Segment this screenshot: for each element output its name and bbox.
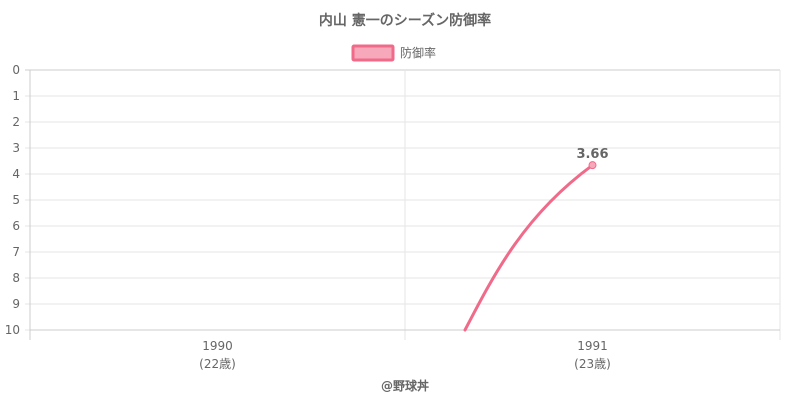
y-tick-label: 4 xyxy=(12,167,20,181)
y-tick-label: 0 xyxy=(12,63,20,77)
y-tick-label: 9 xyxy=(12,297,20,311)
y-tick-label: 8 xyxy=(12,271,20,285)
y-tick-label: 3 xyxy=(12,141,20,155)
series-line xyxy=(463,163,594,332)
chart-title: 内山 憲一のシーズン防御率 xyxy=(319,12,491,29)
y-tick-label: 5 xyxy=(12,193,20,207)
y-tick-label: 7 xyxy=(12,245,20,259)
series-era xyxy=(463,161,597,332)
y-tick-label: 2 xyxy=(12,115,20,129)
y-tick-label: 1 xyxy=(12,89,20,103)
x-tick-sublabel: (23歳) xyxy=(574,357,611,371)
axes: 0 1 2 3 4 5 6 7 8 9 10 1990 (22歳) 1991 (23歳) xyxy=(5,63,780,371)
data-labels: 3.66 xyxy=(576,147,608,162)
y-tick-label: 6 xyxy=(12,219,20,233)
x-tick-sublabel: (22歳) xyxy=(199,357,236,371)
footer-credit: @野球丼 xyxy=(381,378,429,393)
legend[interactable]: 防御率 xyxy=(351,44,436,62)
data-label: 3.66 xyxy=(576,147,608,162)
x-tick-label: 1991 xyxy=(577,339,608,353)
legend-swatch xyxy=(351,44,395,62)
legend-label: 防御率 xyxy=(400,45,436,60)
grid xyxy=(25,69,781,340)
x-tick-label: 1990 xyxy=(202,339,233,353)
data-point[interactable] xyxy=(588,161,597,170)
y-tick-label: 10 xyxy=(5,323,20,337)
